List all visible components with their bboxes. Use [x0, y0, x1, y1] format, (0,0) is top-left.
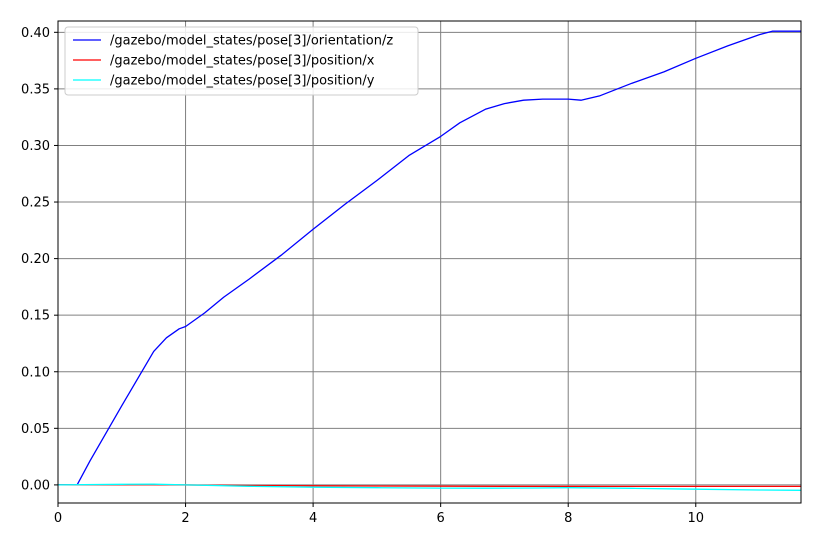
- legend-label-2: /gazebo/model_states/pose[3]/position/y: [110, 74, 375, 89]
- x-tick-label: 10: [687, 511, 704, 526]
- grid-lines: [57, 21, 801, 503]
- plot-frame: [57, 20, 802, 504]
- series-line-0: [58, 30, 801, 486]
- x-tick-label: 4: [309, 511, 317, 526]
- legend: /gazebo/model_states/pose[3]/orientation…: [64, 26, 419, 96]
- y-tick-label: 0.25: [21, 196, 50, 211]
- y-tick-label: 0.30: [21, 139, 50, 154]
- series-line-2: [57, 483, 802, 491]
- legend-box: [64, 26, 419, 96]
- x-tick-label: 8: [564, 511, 572, 526]
- axis-ticks: 0 2 4 6 8 10 0.00 0.05 0.10 0.15 0.20 0.25 0.30 0.35 0…: [21, 26, 704, 526]
- y-tick-label: 0.05: [21, 422, 50, 437]
- y-tick-label: 0.10: [21, 365, 50, 380]
- x-tick-label: 6: [437, 511, 445, 526]
- legend-label-1: /gazebo/model_states/pose[3]/position/x: [110, 54, 375, 69]
- y-tick-label: 0.00: [21, 478, 50, 493]
- y-tick-label: 0.40: [21, 26, 50, 41]
- series-lines: [57, 30, 802, 491]
- legend-label-0: /gazebo/model_states/pose[3]/orientation…: [110, 34, 393, 49]
- x-tick-label: 2: [181, 511, 189, 526]
- y-tick-label: 0.35: [21, 82, 50, 97]
- x-tick-label: 0: [54, 511, 62, 526]
- y-tick-label: 0.20: [21, 252, 50, 267]
- y-tick-label: 0.15: [21, 309, 50, 324]
